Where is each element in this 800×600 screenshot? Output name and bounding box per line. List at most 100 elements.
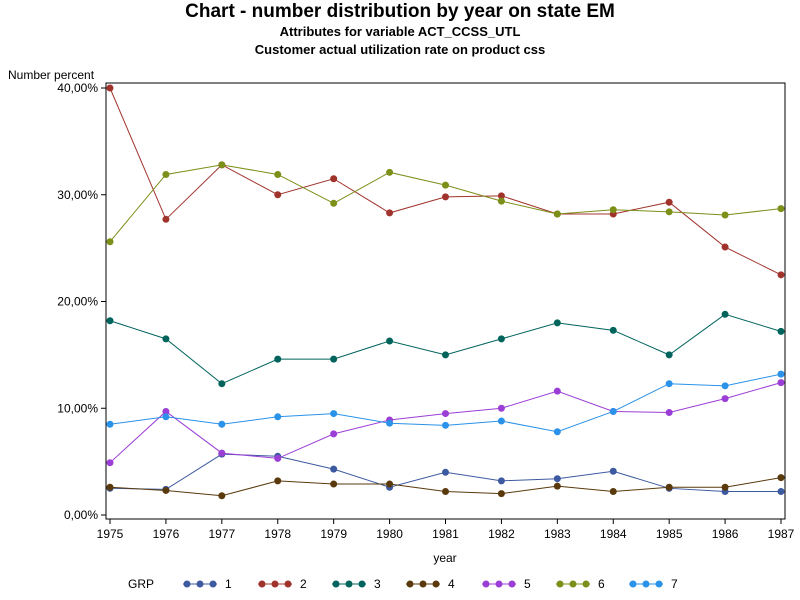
series-2-point	[386, 209, 394, 217]
legend-label: 5	[524, 577, 531, 591]
y-tick-label: 40,00%	[57, 81, 98, 95]
series-5-point	[106, 459, 114, 467]
series-3-point	[609, 326, 617, 334]
series-6-point	[330, 199, 338, 207]
series-5-point	[721, 395, 729, 403]
x-tick-label: 1981	[432, 527, 459, 541]
x-tick-label: 1979	[320, 527, 347, 541]
x-tick-label: 1984	[600, 527, 627, 541]
legend: GRP 1 2 3 4 5 6 7	[0, 576, 800, 596]
series-3-point	[497, 335, 505, 343]
series-2-point	[777, 271, 785, 279]
legend-label: 7	[671, 577, 678, 591]
x-tick-label: 1977	[208, 527, 235, 541]
plot-frame	[105, 82, 786, 520]
series-7-point	[553, 428, 561, 436]
chart-subtitle-2: Customer actual utilization rate on prod…	[254, 42, 546, 57]
y-tick-label: 20,00%	[57, 295, 98, 309]
series-1-point	[609, 467, 617, 475]
x-tick-label: 1985	[656, 527, 683, 541]
series-7-point	[106, 420, 114, 428]
series-2-point	[330, 175, 338, 183]
y-tick-label: 10,00%	[57, 401, 98, 415]
series-7-point	[721, 382, 729, 390]
series-4-point	[106, 483, 114, 491]
series-7-point	[162, 413, 170, 421]
series-4-point	[665, 483, 673, 491]
series-5-point	[218, 449, 226, 457]
legend-swatch	[629, 580, 663, 588]
series-2-point	[665, 198, 673, 206]
series-7-point	[665, 380, 673, 388]
series-2-point	[274, 191, 282, 199]
series-6-point	[721, 211, 729, 219]
series-3-point	[665, 351, 673, 359]
series-2-point	[442, 193, 449, 201]
legend-swatch	[482, 580, 516, 588]
legend-label: 6	[598, 577, 605, 591]
series-3-point	[721, 310, 729, 318]
series-5-point	[665, 409, 673, 417]
legend-label: 1	[225, 577, 232, 591]
series-7-point	[274, 413, 282, 421]
series-3-point	[386, 337, 394, 345]
x-tick-label: 1978	[264, 527, 291, 541]
series-4-point	[386, 480, 394, 488]
series-2-point	[106, 84, 114, 92]
series-6-point	[777, 205, 785, 213]
series-1-point	[777, 488, 785, 496]
x-tick-label: 1976	[153, 527, 180, 541]
series-4-point	[553, 482, 561, 490]
series-3-point	[274, 355, 282, 363]
series-5-point	[274, 454, 282, 462]
x-tick-label: 1983	[544, 527, 571, 541]
series-6-point	[609, 206, 617, 214]
series-2-point	[162, 215, 170, 223]
legend-swatch	[183, 580, 217, 588]
series-6-point	[162, 170, 170, 178]
series-7-point	[386, 419, 394, 427]
series-1-point	[442, 468, 449, 476]
legend-swatch	[556, 580, 590, 588]
series-3-point	[777, 327, 785, 335]
series-7-point	[609, 407, 617, 415]
legend-swatch	[258, 580, 292, 588]
series-1-point	[497, 477, 505, 485]
series-4-point	[218, 492, 226, 500]
chart-subtitle-1: Attributes for variable ACT_CCSS_UTL	[279, 24, 521, 39]
legend-label: 3	[374, 577, 381, 591]
series-2-point	[721, 243, 729, 251]
legend-swatch	[332, 580, 366, 588]
y-tick-label: 0,00%	[64, 508, 98, 522]
series-7-point	[497, 417, 505, 425]
series-1-point	[330, 465, 338, 473]
series-3-point	[330, 355, 338, 363]
series-6-point	[665, 208, 673, 216]
series-1-point	[553, 475, 561, 483]
series-6-point	[274, 170, 282, 178]
series-4-point	[330, 480, 338, 488]
series-4-point	[274, 477, 282, 485]
x-tick-label: 1980	[376, 527, 403, 541]
y-axis-label: Number percent	[8, 68, 95, 82]
x-axis-label: year	[433, 551, 457, 565]
series-6-point	[442, 181, 449, 189]
x-tick-label: 1975	[97, 527, 124, 541]
series-3-point	[162, 335, 170, 343]
series-7-point	[218, 420, 226, 428]
series-3-point	[553, 319, 561, 327]
series-3-point	[106, 317, 114, 325]
series-3-point	[218, 380, 226, 388]
series-4-point	[442, 488, 449, 496]
series-6-point	[106, 238, 114, 246]
series-5-point	[442, 410, 449, 418]
series-4-point	[162, 486, 170, 494]
series-4-point	[609, 488, 617, 496]
legend-swatch	[406, 580, 440, 588]
legend-label: 2	[300, 577, 307, 591]
series-7-point	[330, 410, 338, 418]
series-3-line	[109, 313, 782, 385]
x-tick-label: 1986	[712, 527, 739, 541]
legend-label: 4	[448, 577, 455, 591]
